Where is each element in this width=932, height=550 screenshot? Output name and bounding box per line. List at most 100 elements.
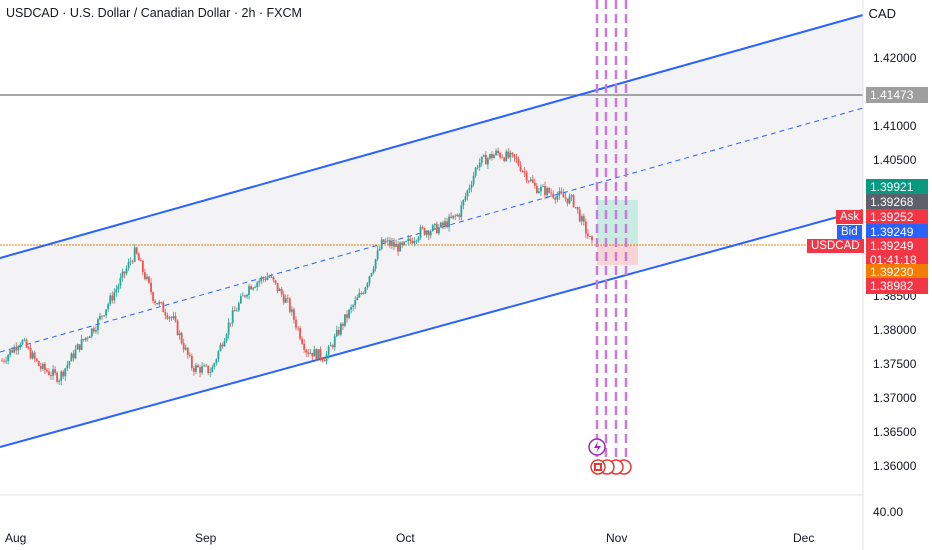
candle-body [115,289,118,293]
candle-body [489,154,491,159]
currency-label[interactable]: CAD [868,6,896,21]
target-price-label[interactable]: 1.39921 [866,179,928,195]
candle-body [68,361,71,365]
candle-body [358,293,361,298]
candle-body [125,268,128,274]
candle-body [99,315,101,320]
candle-body [282,294,285,303]
candle-body [156,303,159,305]
channel-upper-line[interactable] [0,14,864,259]
candle-body [15,346,18,351]
candle-body [507,151,510,158]
candle-body [286,298,289,299]
candle-body [64,368,67,377]
candle-body [582,216,585,222]
candle-body [313,349,316,357]
last-price-label[interactable]: 1.39249 01:41:18 [866,238,928,268]
candle-body [274,280,277,283]
candle-body [197,365,199,368]
candle-body [513,154,516,158]
symbol-tag: USDCAD [807,239,864,253]
candle-body [509,152,512,158]
candle-body [474,167,477,176]
candle-body [372,268,375,273]
candle-body [252,287,255,290]
candle-body [70,353,73,362]
candle-body [246,294,248,297]
candle-body [80,339,83,350]
candle-body [258,280,261,283]
candle-body [88,336,91,338]
candle-body [250,286,252,290]
time-label: Dec [793,531,815,545]
candle-body [74,349,77,359]
candle-body [431,225,434,232]
candle-body [378,248,381,251]
event-lines [595,0,628,460]
candle-body [284,298,287,303]
candle-body [525,172,528,181]
candle-body [52,369,54,376]
candle-body [295,319,297,328]
chart-title[interactable]: USDCAD · U.S. Dollar / Canadian Dollar ·… [6,6,302,20]
candle-body [360,293,363,294]
candle-body [327,346,330,355]
candle-body [323,360,326,362]
candle-body [376,250,379,260]
candle-body [46,370,48,372]
candle-body [301,338,304,344]
candle-body [560,191,563,194]
price-tick: 1.41000 [873,119,917,133]
candle-body [476,167,479,169]
channel-mid-line[interactable] [0,107,864,353]
candle-body [511,152,514,155]
candle-body [482,155,485,157]
reward-zone[interactable] [597,200,638,243]
candle-body [317,349,320,360]
candle-body [319,349,322,359]
candle-body [397,244,399,252]
candle-body [452,215,455,218]
channel-lower-line[interactable] [0,209,864,448]
candle-body [309,352,312,354]
candle-body [550,192,553,194]
candle-body [568,196,571,204]
candle-body [497,150,499,154]
candle-body [503,157,506,161]
candle-body [72,353,75,359]
candle-body [62,371,65,377]
candle-body [339,323,342,335]
event-markers[interactable] [588,438,632,475]
candle-body [23,339,26,341]
candle-body [21,340,24,345]
candle-body [566,198,569,204]
candle-body [584,221,587,234]
candle-body [315,349,318,360]
risk-zone[interactable] [597,243,638,265]
candle-body [84,337,87,341]
ask-price-label[interactable]: 1.39252 [866,209,928,225]
candle-body [221,344,224,347]
bid-price-label[interactable]: 1.39249 [866,224,928,240]
candle-body [401,242,404,245]
stop-price-label[interactable]: 1.38982 [866,278,928,294]
candle-body [25,339,28,348]
candle-body [352,305,355,308]
candle-body [535,185,538,194]
entry-price-label[interactable]: 1.39230 [866,264,928,280]
candle-body [154,300,157,304]
candle-body [66,364,69,369]
time-label: Nov [606,531,628,545]
average-price-label[interactable]: 1.39268 [866,194,928,210]
candle-body [193,368,195,372]
candle-body [11,350,14,353]
candle-body [56,372,59,382]
candle-body [529,179,532,182]
candle-body [556,195,559,200]
candle-body [35,358,38,361]
candle-body [589,236,591,238]
candle-body [444,221,446,226]
horizontal-level-label[interactable]: 1.41473 [866,87,928,103]
